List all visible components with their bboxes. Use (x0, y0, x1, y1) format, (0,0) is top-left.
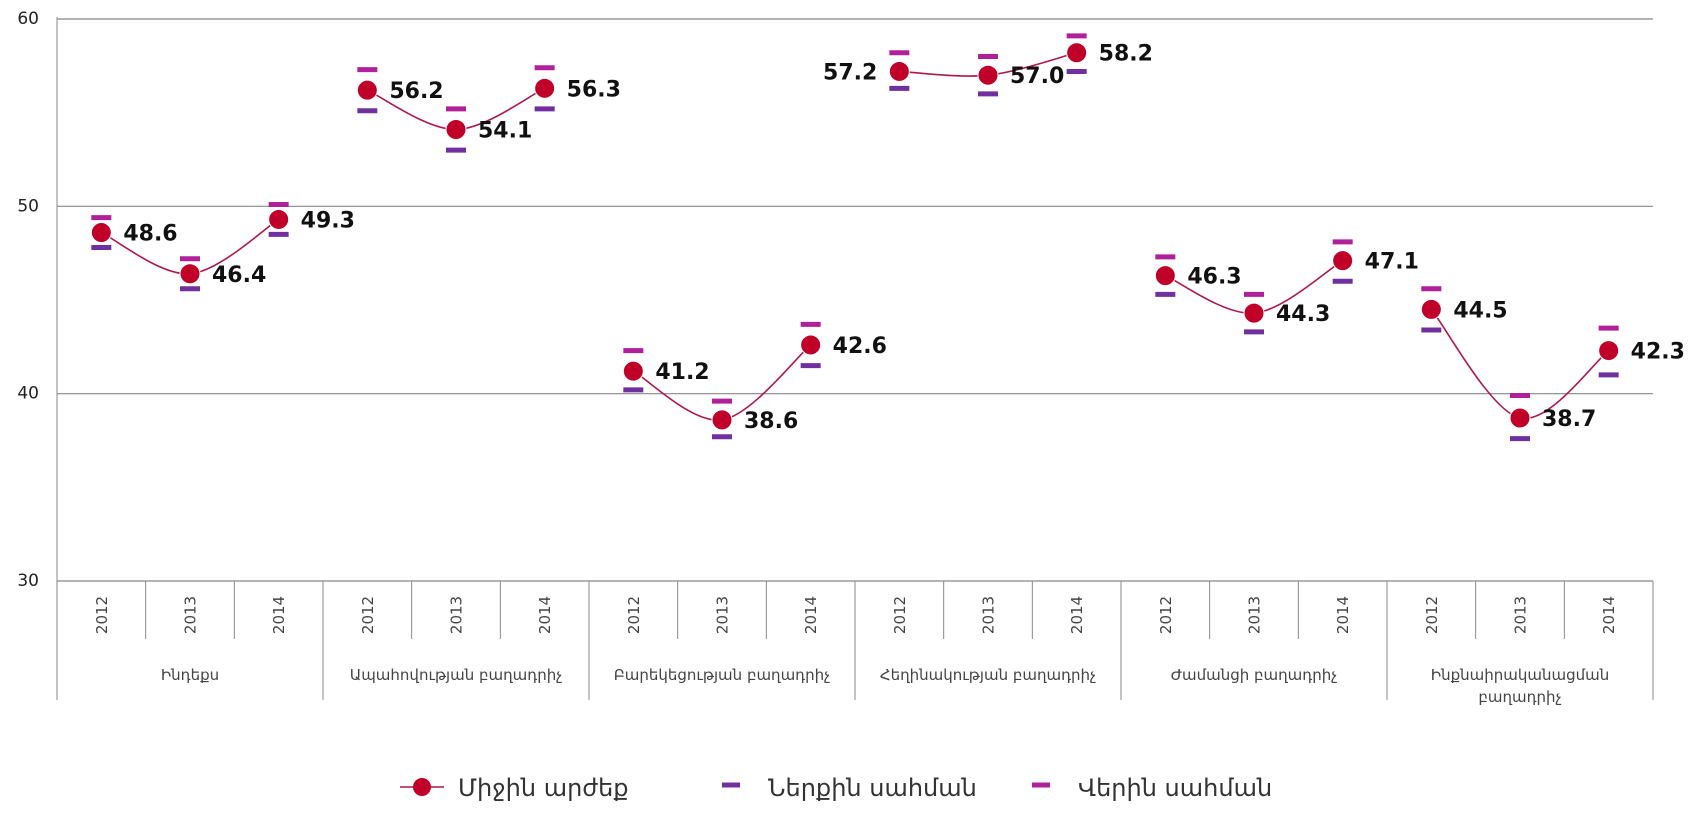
mean-marker (356, 79, 378, 101)
mean-marker (1154, 265, 1176, 287)
data-label: 42.3 (1631, 340, 1685, 365)
mean-marker (268, 208, 290, 230)
mean-marker (800, 334, 822, 356)
x-tick-label: 2012 (625, 596, 643, 634)
mean-marker (1332, 250, 1354, 272)
x-tick-label: 2014 (802, 596, 820, 634)
mean-marker (1420, 298, 1442, 320)
x-tick-label: 2013 (1512, 596, 1530, 634)
y-tick-label: 40 (17, 384, 39, 404)
data-label: 57.0 (1010, 64, 1064, 89)
x-tick-label: 2014 (1600, 596, 1618, 634)
mean-marker (1598, 340, 1620, 362)
group-label: Ժամանցի բաղադրիչ (1170, 666, 1338, 684)
x-tick-label: 2013 (714, 596, 732, 634)
mean-marker (179, 263, 201, 285)
mean-marker (711, 409, 733, 431)
mean-marker (888, 60, 910, 82)
data-label: 48.6 (123, 222, 177, 247)
data-label: 56.3 (567, 77, 621, 102)
mean-marker (534, 77, 556, 99)
group-label: Ինդեքս (160, 666, 220, 684)
mean-marker (445, 119, 467, 141)
x-tick-label: 2012 (1423, 596, 1441, 634)
legend-marker (413, 778, 431, 796)
mean-marker (1066, 42, 1088, 64)
x-tick-label: 2013 (448, 596, 466, 634)
y-tick-label: 30 (17, 571, 39, 591)
group-label: Ինքնաիրականացման բաղադրիչ (1430, 666, 1610, 706)
x-tick-label: 2012 (359, 596, 377, 634)
mean-line (1430, 308, 1610, 420)
x-tick-label: 2014 (1068, 596, 1086, 634)
data-label: 41.2 (655, 360, 709, 385)
x-tick-label: 2014 (1334, 596, 1352, 634)
x-tick-label: 2012 (1157, 596, 1175, 634)
data-label: 54.1 (478, 119, 532, 144)
data-label: 42.6 (833, 334, 887, 359)
group-label: Ապահովության բաղադրիչ (349, 666, 563, 684)
x-tick-label: 2012 (93, 596, 111, 634)
mean-marker (977, 64, 999, 86)
data-label: 58.2 (1099, 42, 1153, 67)
y-tick-label: 60 (17, 9, 39, 29)
data-label: 38.7 (1542, 407, 1596, 432)
x-tick-label: 2013 (1246, 596, 1264, 634)
group-label: Հեղինակության բաղադրիչ (879, 666, 1097, 684)
data-label: 56.2 (389, 79, 443, 104)
legend-label: Ներքին սահման (768, 774, 977, 802)
x-tick-label: 2014 (270, 596, 288, 634)
mean-marker (90, 222, 112, 244)
data-label: 49.3 (301, 208, 355, 233)
data-label: 44.3 (1276, 302, 1330, 327)
mean-marker (1243, 302, 1265, 324)
data-label: 46.4 (212, 263, 266, 288)
x-tick-label: 2012 (891, 596, 909, 634)
x-tick-label: 2013 (980, 596, 998, 634)
data-label: 47.1 (1365, 250, 1419, 275)
x-tick-label: 2014 (536, 596, 554, 634)
x-tick-label: 2013 (182, 596, 200, 634)
mean-marker (622, 360, 644, 382)
data-label: 38.6 (744, 409, 798, 434)
legend-label: Վերին սահման (1078, 774, 1272, 802)
y-tick-label: 50 (17, 196, 39, 216)
mean-marker (1509, 407, 1531, 429)
data-label: 57.2 (823, 60, 877, 85)
data-label: 44.5 (1453, 298, 1507, 323)
legend-label: Միջին արժեք (458, 774, 629, 802)
group-label: Բարեկեցության բաղադրիչ (613, 666, 831, 684)
data-label: 46.3 (1187, 265, 1241, 290)
